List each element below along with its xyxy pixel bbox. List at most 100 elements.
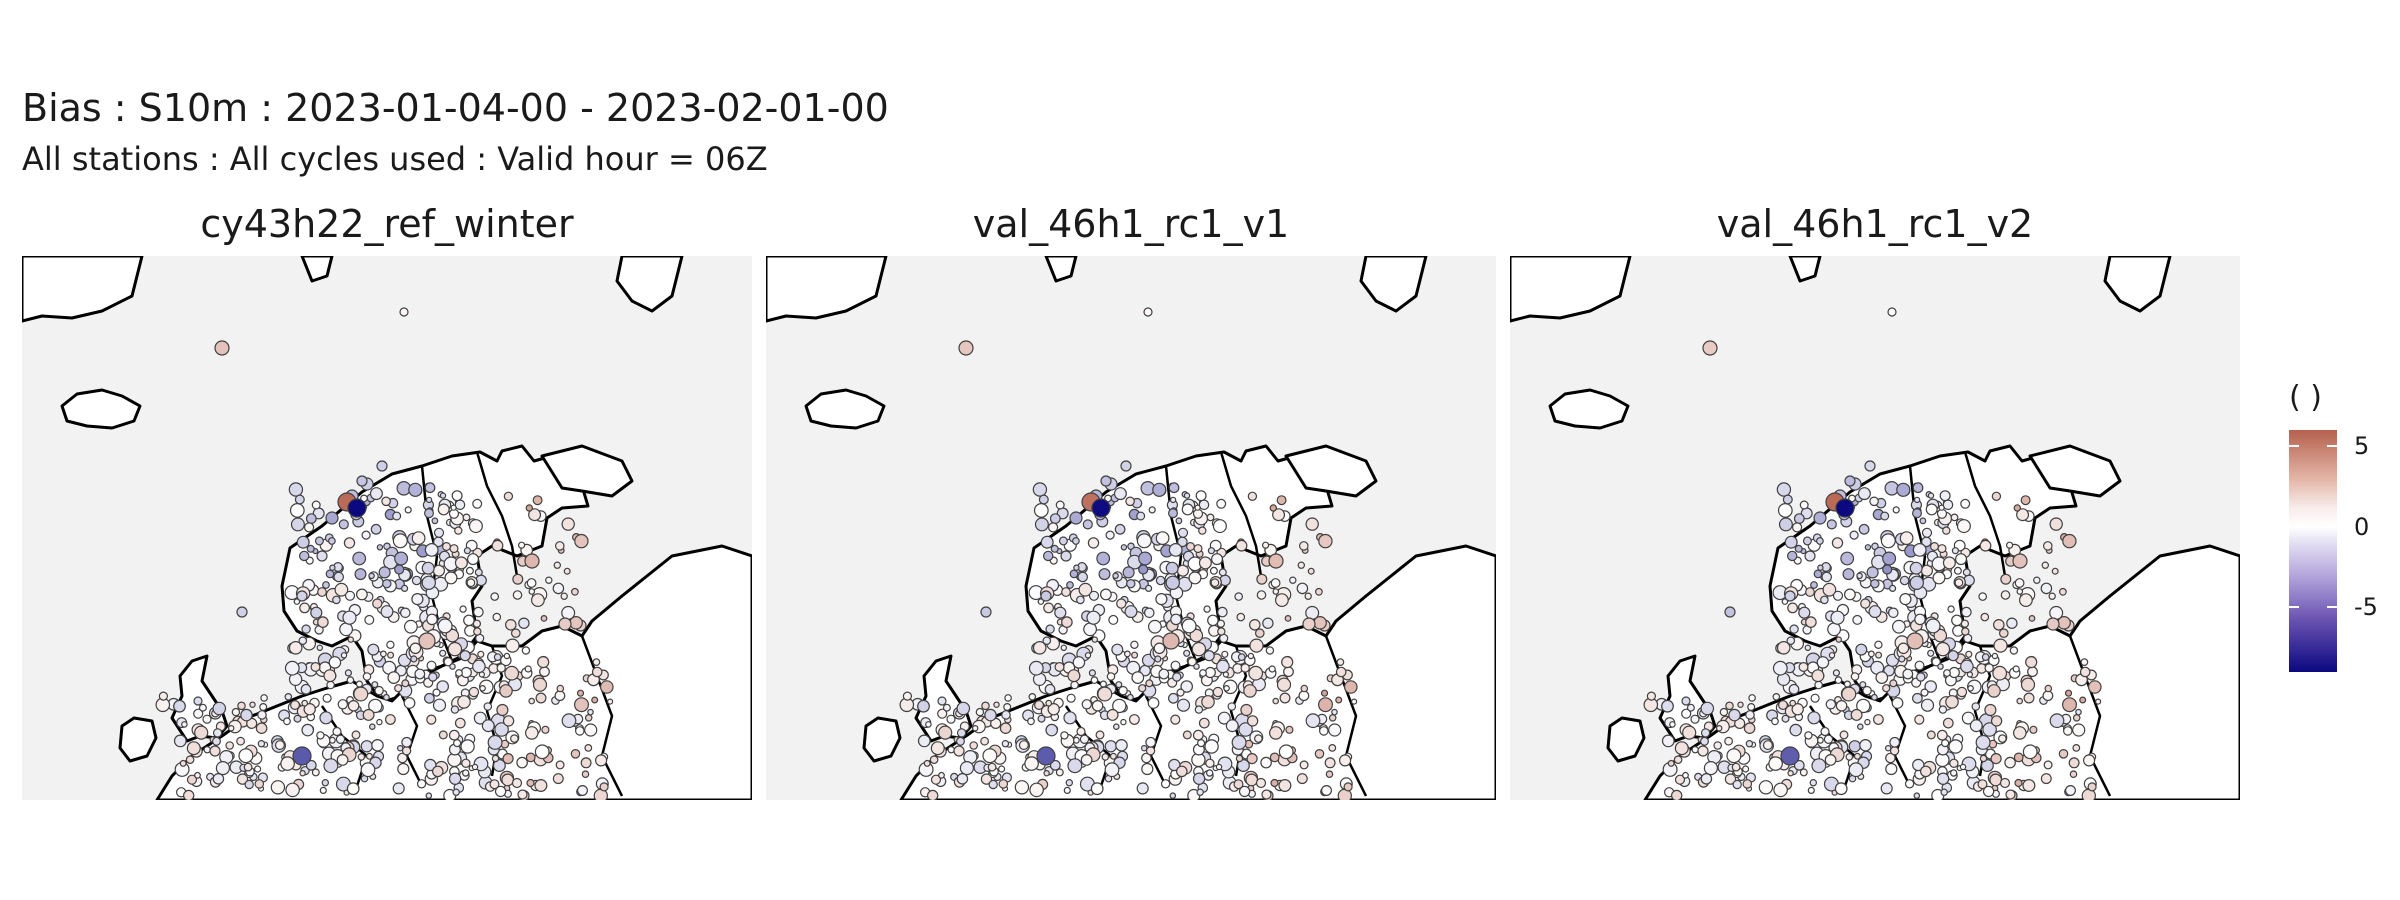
station-marker	[1302, 617, 1316, 631]
station-marker	[1955, 553, 1968, 566]
station-marker	[1892, 506, 1900, 514]
station-marker	[454, 556, 468, 570]
station-marker	[1778, 517, 1793, 532]
station-marker	[1938, 504, 1945, 511]
colorbar-tick-mark	[2289, 445, 2299, 448]
station-marker	[2048, 592, 2056, 600]
station-marker	[316, 644, 323, 651]
station-marker	[1909, 575, 1924, 590]
station-marker	[1032, 482, 1048, 497]
station-marker	[1880, 782, 1893, 795]
station-marker	[1781, 598, 1789, 605]
station-marker	[1115, 738, 1128, 752]
station-marker	[2059, 587, 2067, 596]
station-marker	[1810, 693, 1820, 703]
station-marker	[1959, 763, 1967, 771]
station-marker	[392, 782, 405, 795]
station-marker	[1781, 714, 1790, 723]
station-marker	[1858, 523, 1870, 535]
station-marker	[1168, 482, 1180, 494]
station-marker	[1990, 715, 2003, 727]
land-ireland	[1606, 716, 1646, 763]
station-marker	[1889, 584, 1897, 592]
station-marker	[1987, 684, 2001, 698]
station-marker	[1350, 698, 1358, 705]
station-marker	[1004, 694, 1012, 702]
station-marker	[1091, 699, 1104, 712]
station-marker	[408, 482, 423, 497]
station-marker	[376, 460, 388, 472]
station-marker	[1060, 550, 1072, 562]
station-marker	[1270, 778, 1279, 788]
station-marker	[1247, 491, 1258, 501]
station-marker	[561, 517, 575, 531]
station-marker	[1305, 713, 1321, 729]
station-marker	[1984, 703, 1997, 717]
station-marker	[454, 717, 466, 729]
station-marker	[1299, 760, 1309, 770]
station-marker	[942, 703, 951, 712]
station-marker	[1076, 595, 1085, 605]
station-marker	[1864, 544, 1872, 551]
station-marker	[1784, 590, 1796, 602]
station-marker	[1811, 669, 1825, 683]
station-marker	[1681, 708, 1692, 719]
station-marker	[1993, 638, 2008, 653]
station-marker	[1826, 519, 1837, 530]
station-marker	[1076, 726, 1086, 737]
station-marker	[254, 779, 265, 789]
country-border	[1219, 451, 1263, 577]
station-marker	[1919, 765, 1932, 778]
station-marker	[323, 669, 337, 683]
station-marker	[1673, 755, 1683, 765]
station-marker	[1772, 660, 1788, 676]
station-marker	[259, 703, 268, 712]
station-marker	[1960, 498, 1971, 509]
station-marker	[1236, 759, 1250, 773]
station-marker	[573, 697, 589, 713]
station-marker	[399, 607, 411, 619]
station-marker	[1262, 541, 1270, 549]
station-marker	[1868, 650, 1875, 658]
station-marker	[516, 756, 528, 769]
station-marker	[539, 666, 550, 678]
station-marker	[1247, 652, 1255, 660]
station-marker	[236, 606, 248, 618]
station-marker	[1860, 598, 1871, 609]
station-marker	[1238, 785, 1251, 798]
station-marker	[1810, 581, 1818, 589]
station-marker	[1304, 592, 1312, 600]
station-marker	[1804, 644, 1811, 651]
station-marker	[1003, 703, 1012, 712]
station-marker	[193, 708, 204, 719]
station-marker	[473, 711, 487, 725]
station-marker	[342, 610, 357, 625]
station-marker	[424, 508, 435, 519]
station-marker	[1155, 531, 1170, 546]
station-marker	[301, 699, 309, 707]
station-marker	[1343, 782, 1353, 792]
station-marker	[1081, 699, 1092, 710]
station-marker	[371, 681, 379, 689]
station-marker	[356, 475, 368, 487]
station-marker	[300, 683, 312, 695]
station-marker	[367, 643, 380, 656]
station-marker	[510, 628, 521, 638]
station-marker	[494, 785, 507, 798]
station-marker	[1203, 605, 1211, 613]
station-marker	[2049, 713, 2065, 729]
station-marker	[1170, 660, 1181, 671]
colorbar-tick-mark	[2289, 525, 2299, 528]
station-marker	[1844, 588, 1856, 601]
station-marker	[1207, 547, 1215, 555]
station-marker	[561, 713, 577, 729]
station-marker	[421, 575, 436, 590]
station-marker	[1798, 606, 1811, 619]
station-marker	[316, 550, 328, 562]
station-marker	[305, 759, 317, 771]
station-marker	[1038, 494, 1049, 505]
station-marker	[1060, 644, 1067, 651]
station-marker	[401, 736, 413, 748]
station-marker	[335, 734, 346, 744]
station-marker	[1789, 723, 1802, 737]
